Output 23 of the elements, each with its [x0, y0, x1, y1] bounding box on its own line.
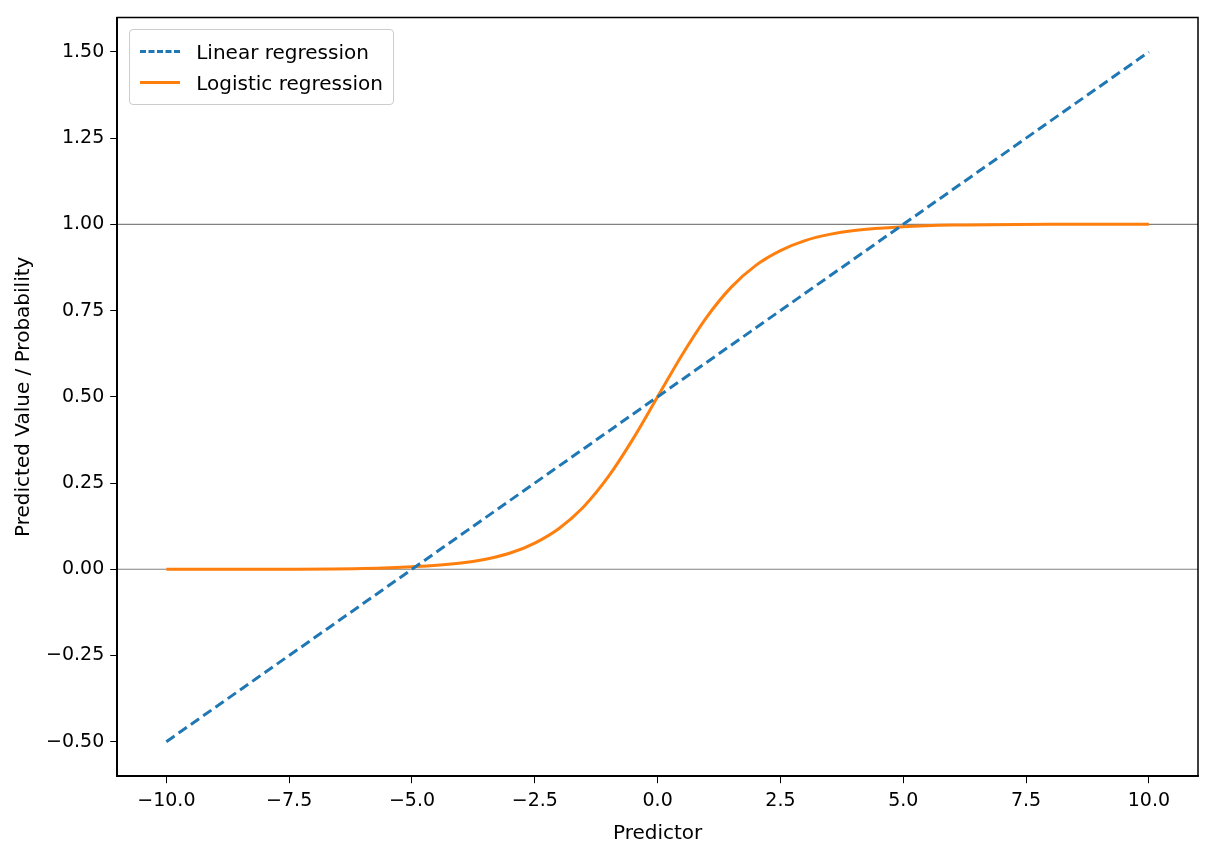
- legend-label: Logistic regression: [196, 70, 383, 95]
- x-tick-label: −2.5: [511, 787, 558, 810]
- x-tick-label: 10.0: [1127, 787, 1171, 810]
- y-tick-label: 0.00: [61, 556, 105, 579]
- y-tick-label: 0.25: [61, 469, 105, 492]
- y-tick-label: −0.50: [45, 728, 105, 751]
- y-tick-label: 1.00: [61, 211, 105, 234]
- x-tick-label: 2.5: [765, 787, 796, 810]
- x-tick-label: −10.0: [137, 787, 196, 810]
- y-tick-label: −0.25: [45, 642, 105, 665]
- x-tick-label: 7.5: [1010, 787, 1042, 810]
- y-tick-label: 1.50: [61, 38, 105, 61]
- y-axis-title: Predicted Value / Probability: [10, 256, 35, 537]
- y-tick-label: 0.50: [61, 383, 105, 406]
- y-tick-label: 0.75: [61, 297, 105, 320]
- x-tick-label: 5.0: [888, 787, 919, 810]
- y-tick-label: 1.25: [61, 125, 105, 148]
- x-tick-label: 0.0: [642, 787, 673, 810]
- x-axis-title: Predictor: [612, 820, 704, 845]
- x-tick-label: −5.0: [388, 787, 436, 810]
- x-tick-label: −7.5: [266, 787, 313, 810]
- line-series: [164, 222, 1151, 571]
- legend-label: Linear regression: [196, 39, 369, 64]
